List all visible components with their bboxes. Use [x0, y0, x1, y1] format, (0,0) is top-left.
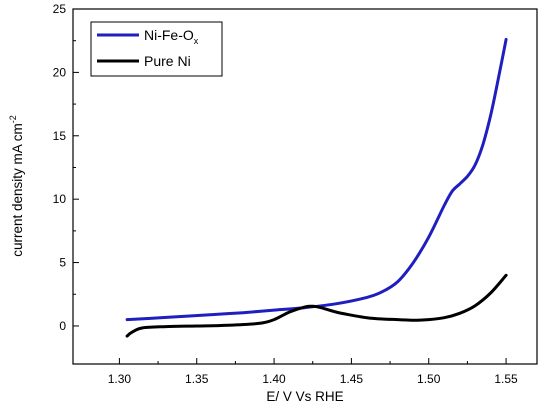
- x-tick-label: 1.30: [108, 372, 132, 386]
- y-tick-label: 25: [53, 2, 67, 16]
- y-tick-label: 20: [53, 65, 67, 79]
- x-tick-label: 1.55: [494, 372, 518, 386]
- x-axis-title: E/ V Vs RHE: [266, 389, 343, 404]
- x-tick-label: 1.35: [185, 372, 209, 386]
- y-tick-label: 5: [59, 256, 66, 270]
- y-tick-label: 10: [53, 192, 67, 206]
- legend-label-ni-fe-ox-subscript: x: [194, 36, 199, 46]
- x-tick-label: 1.40: [262, 372, 286, 386]
- legend-label-pure-ni: Pure Ni: [144, 53, 191, 69]
- y-tick-label: 0: [59, 319, 66, 333]
- legend-label-ni-fe-ox-main: Ni-Fe-O: [144, 27, 194, 43]
- series-line-ni-fe-ox: [125, 37, 508, 322]
- series-line-pure-ni: [125, 273, 508, 338]
- plot-area-frame: [72, 8, 538, 365]
- y-axis-title-main: current density mA cm: [10, 123, 25, 257]
- y-axis-title: current density mA cm-2: [8, 115, 25, 257]
- legend-frame: [90, 21, 223, 77]
- legend: Ni-Fe-Ox Pure Ni: [90, 21, 223, 77]
- x-tick-label: 1.50: [417, 372, 441, 386]
- x-tick-label: 1.45: [340, 372, 364, 386]
- y-tick-label: 15: [53, 129, 67, 143]
- x-axis-ticks: 1.30 1.35 1.40 1.45 1.50 1.55: [108, 358, 518, 386]
- legend-label-ni-fe-ox: Ni-Fe-Ox: [144, 27, 199, 46]
- series-layer: [125, 37, 508, 338]
- y-axis-title-superscript: -2: [8, 115, 18, 123]
- y-axis-ticks: 0 5 10 15 20 25: [53, 2, 79, 333]
